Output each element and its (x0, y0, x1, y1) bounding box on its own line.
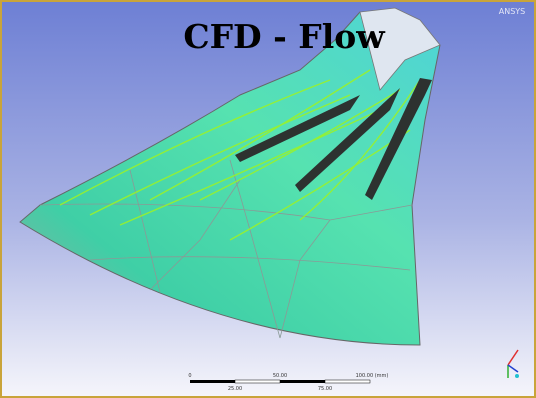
scale-label: 75.00 (318, 386, 332, 392)
screenshot: CFD - Flow ANSYS 0 50.00 100.00 (mm) 25.… (0, 0, 536, 398)
logo: ANSYS (499, 7, 526, 16)
scale-label: 100.00 (mm) (356, 373, 389, 379)
scale-label: 0 (188, 373, 191, 379)
scale-label: 25.00 (228, 386, 242, 392)
title: CFD - Flow (183, 17, 386, 56)
scale-label: 50.00 (273, 373, 287, 379)
